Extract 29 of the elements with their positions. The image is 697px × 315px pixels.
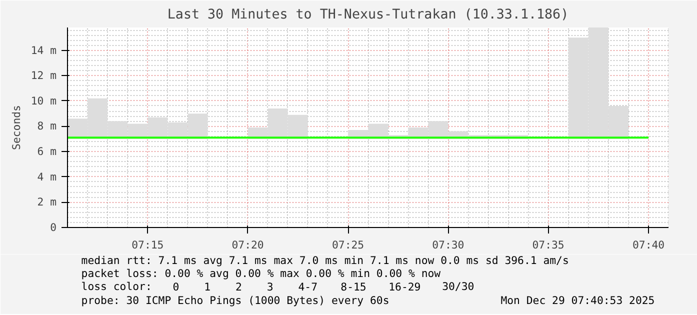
y-tick-label: 0 [50,221,57,234]
text: packet loss: 0.00 % avg 0.00 % max 0.00 % min 0.00 % now [81,267,442,280]
text: 8-15 [340,280,366,294]
text: 1 [204,280,211,294]
y-tick-label: 8 m [37,120,57,133]
y-tick-label: 10 m [30,94,57,108]
y-tick-label: 4 m [37,170,57,184]
text: loss color: [81,280,152,293]
y-axis-title: Seconds [10,105,23,150]
x-tick-label: 07:20 [232,238,264,252]
x-tick-label: 07:35 [532,238,564,252]
text: 30/30 [442,280,474,293]
y-tick-label: 2 m [37,196,57,209]
y-tick-label: 14 m [30,44,57,57]
text: 2 [235,280,242,294]
x-tick-label: 07:15 [132,238,164,252]
chart-title: Last 30 Minutes to TH-Nexus-Tutrakan (10.33.1.186) [167,8,569,22]
y-tick-label: 6 m [37,145,57,158]
x-tick-label: 07:40 [632,238,665,252]
text: 16-29 [388,280,421,294]
x-tick-label: 07:25 [332,238,364,252]
text: 3 [266,280,274,294]
text: median rtt: 7.1 ms avg 7.1 ms max 7.0 ms min 7.1 ms now 0.0 ms sd 396.1 am/s [81,254,569,267]
x-tick-label: 07:30 [432,238,464,252]
y-tick-label: 12 m [30,69,57,82]
text: Mon Dec 29 07:40:53 2025 [500,294,655,307]
text: probe: 30 ICMP Echo Pings (1000 Bytes) every 60s [81,294,390,307]
text: 0 [172,280,180,294]
text: 4-7 [298,280,318,294]
